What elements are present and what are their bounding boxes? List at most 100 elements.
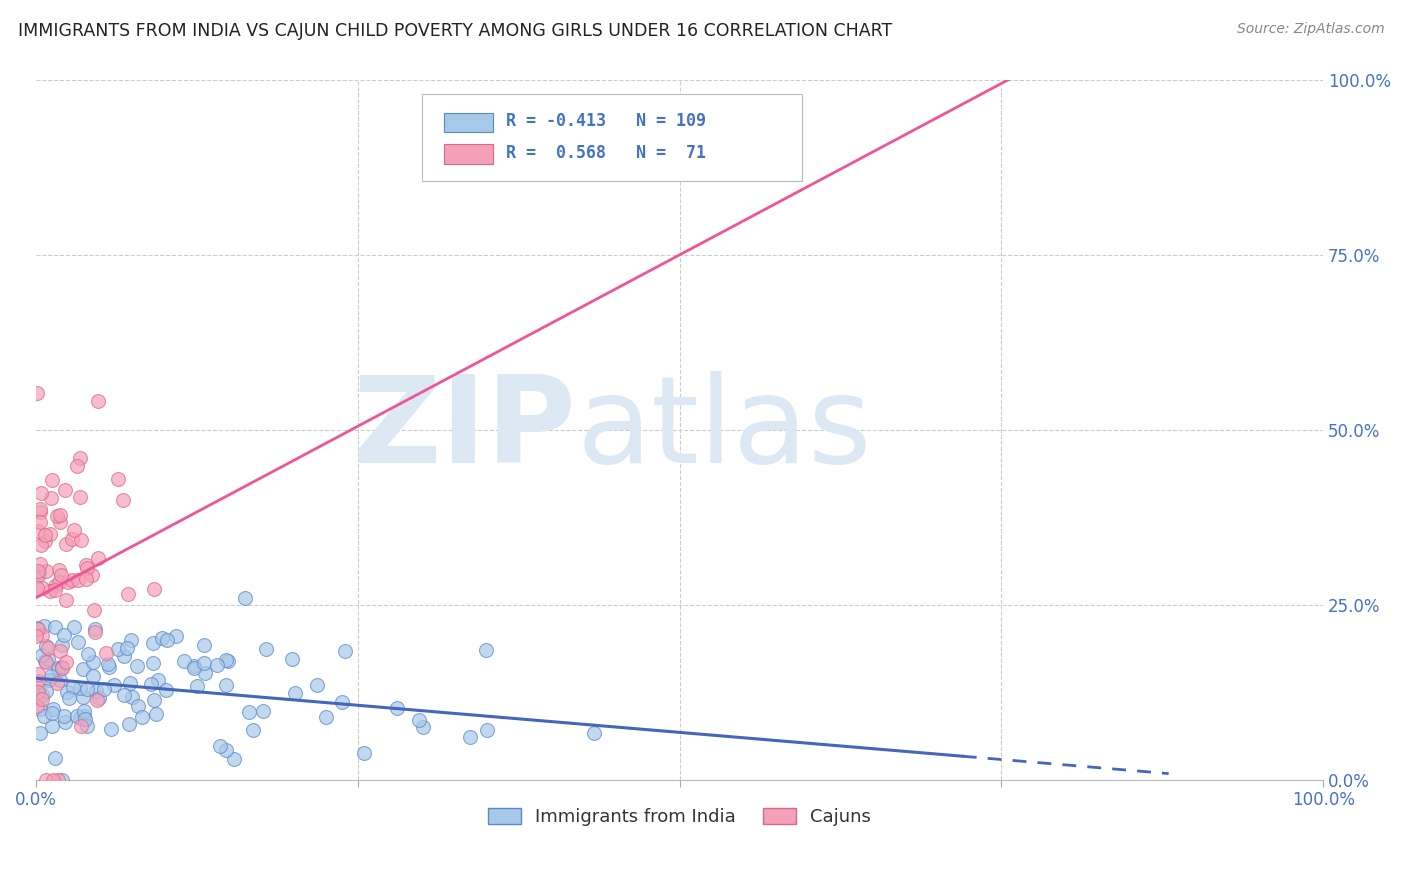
Point: [25, 629, 48, 643]
Point: [83, 622, 105, 636]
Point: [183, 661, 205, 675]
Point: [254, 641, 277, 656]
Text: IMMIGRANTS FROM INDIA VS CAJUN CHILD POVERTY AMONG GIRLS UNDER 16 CORRELATION CH: IMMIGRANTS FROM INDIA VS CAJUN CHILD POV…: [18, 22, 893, 40]
Point: [100, 722, 122, 736]
Point: [27, 622, 49, 636]
Point: [284, 686, 307, 700]
Point: [72, 662, 94, 676]
Point: [194, 666, 217, 681]
Point: [66, 708, 89, 723]
Point: [143, 693, 166, 707]
Point: [28, 515, 51, 529]
Point: [35, 772, 58, 787]
Point: [146, 673, 169, 688]
Point: [127, 698, 149, 713]
Point: [35, 564, 58, 578]
Point: [215, 678, 238, 692]
Point: [51, 661, 73, 675]
Point: [60, 532, 83, 546]
Point: [46, 661, 69, 675]
Point: [44, 579, 66, 593]
Point: [31, 628, 53, 642]
Bar: [444, 145, 494, 164]
Point: [238, 706, 260, 720]
Point: [27, 681, 49, 696]
Point: [46, 676, 69, 690]
Point: [48, 563, 70, 577]
Point: [31, 691, 53, 706]
Point: [118, 717, 141, 731]
Point: [233, 591, 256, 605]
Point: [582, 726, 605, 740]
Point: [32, 619, 55, 633]
Point: [82, 567, 104, 582]
Point: [27, 684, 49, 698]
Point: [103, 678, 125, 692]
Point: [75, 558, 97, 572]
Point: [53, 708, 76, 723]
Point: [385, 701, 408, 715]
Point: [41, 772, 63, 787]
Point: [165, 629, 187, 643]
Point: [44, 582, 66, 597]
Point: [73, 709, 96, 723]
Point: [48, 575, 70, 590]
Point: [53, 714, 76, 729]
Point: [87, 550, 110, 565]
Text: atlas: atlas: [576, 371, 872, 488]
Point: [28, 557, 51, 571]
Point: [49, 673, 72, 687]
Point: [44, 750, 66, 764]
Point: [30, 538, 52, 552]
Point: [333, 644, 356, 658]
Point: [28, 501, 51, 516]
FancyBboxPatch shape: [422, 94, 801, 181]
Point: [41, 719, 63, 733]
Point: [107, 641, 129, 656]
Point: [31, 689, 53, 703]
Point: [51, 660, 73, 674]
Point: [242, 723, 264, 737]
Point: [93, 681, 115, 696]
Point: [145, 706, 167, 721]
Bar: [444, 113, 494, 132]
Point: [474, 643, 496, 657]
Point: [39, 669, 62, 683]
Point: [34, 533, 56, 548]
Point: [107, 472, 129, 486]
Point: [142, 582, 165, 596]
Point: [49, 516, 72, 530]
Point: [209, 739, 232, 754]
Point: [117, 587, 139, 601]
Point: [48, 643, 70, 657]
Point: [27, 568, 49, 582]
Point: [66, 458, 89, 473]
Point: [25, 621, 48, 635]
Point: [173, 654, 195, 668]
Point: [35, 640, 58, 654]
Point: [51, 772, 73, 787]
Point: [41, 702, 63, 716]
Point: [155, 683, 177, 698]
Point: [35, 684, 58, 698]
Point: [97, 657, 120, 671]
Point: [76, 561, 98, 575]
Point: [69, 711, 91, 725]
Point: [34, 528, 56, 542]
Point: [37, 641, 59, 656]
Point: [27, 673, 49, 688]
Point: [60, 574, 83, 588]
Point: [58, 691, 80, 706]
Point: [46, 663, 69, 677]
Point: [84, 624, 107, 639]
Point: [207, 657, 229, 672]
Point: [412, 720, 434, 734]
Point: [37, 651, 59, 665]
Point: [67, 634, 90, 648]
Point: [97, 660, 120, 674]
Point: [112, 493, 135, 508]
Point: [69, 490, 91, 504]
Point: [89, 691, 111, 706]
Point: [150, 631, 173, 645]
Point: [305, 678, 328, 692]
